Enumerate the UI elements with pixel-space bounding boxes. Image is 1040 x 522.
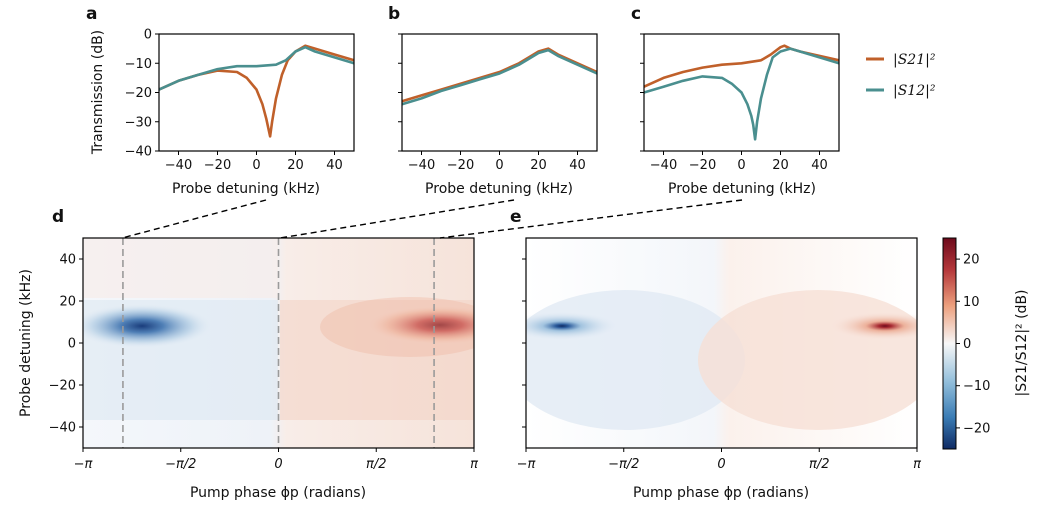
x-tick-label: −π (74, 457, 93, 472)
y-tick-label: −40 (125, 145, 152, 160)
x-tick-label: −π (517, 457, 536, 472)
panel-label-a: a (86, 4, 97, 24)
y-tick-label: 0 (68, 337, 76, 352)
x-tick-label: −40 (650, 158, 677, 173)
top-ylabel: Transmission (dB) (90, 30, 106, 155)
series-s21-line-a (158, 44, 355, 138)
xlabel-d: Pump phase ϕp (radians) (190, 485, 366, 501)
series-s12-line-c (643, 47, 840, 141)
x-tick-label: π (470, 457, 478, 472)
y-tick-label: −20 (125, 86, 152, 101)
x-tick-label: π/2 (366, 457, 386, 472)
x-tick-label: π (913, 457, 921, 472)
line-chart-b: −40 −20 0 20 40 (398, 33, 598, 173)
x-tick-label: −40 (165, 158, 192, 173)
colorbar-tick-label: −10 (963, 379, 990, 394)
series-s12-line-a (158, 45, 355, 91)
x-tick-label: −20 (204, 158, 231, 173)
connector-b (279, 199, 515, 239)
y-tick-label: 0 (144, 28, 152, 43)
xlabel-a: Probe detuning (kHz) (172, 181, 320, 197)
colorbar-tick-label: 10 (963, 295, 980, 310)
x-tick-label: 0 (495, 158, 503, 173)
panel-label-b: b (388, 4, 400, 24)
colorbar-tick-label: 0 (963, 337, 971, 352)
legend-label-s12: |S12|² (893, 83, 936, 99)
heatmap-e-image (526, 238, 917, 448)
panel-label-d: d (52, 207, 64, 227)
x-tick-label: 0 (252, 158, 260, 173)
line-chart-a: −40 −20 0 20 40 0 −10 −20 −30 −40 (125, 28, 355, 173)
xlabel-e: Pump phase ϕp (radians) (633, 485, 809, 501)
y-tick-label: 40 (59, 253, 76, 268)
x-tick-label: 0 (717, 457, 725, 472)
panel-label-c: c (631, 4, 641, 24)
x-tick-label: −40 (408, 158, 435, 173)
zoom-connectors (121, 199, 743, 239)
y-tick-label: 20 (59, 295, 76, 310)
x-tick-label: 40 (811, 158, 828, 173)
x-tick-label: π/2 (809, 457, 829, 472)
y-tick-label: −30 (125, 115, 152, 130)
bottom-ylabel: Probe detuning (kHz) (18, 269, 34, 417)
legend: |S21|² |S12|² (866, 52, 936, 99)
colorbar-tick-label: −20 (963, 421, 990, 436)
xlabel-c: Probe detuning (kHz) (668, 181, 816, 197)
colorbar-tick-label: 20 (963, 253, 980, 268)
colorbar (942, 237, 957, 450)
connector-a (121, 199, 267, 239)
connector-c (439, 199, 743, 239)
x-tick-label: 20 (772, 158, 789, 173)
xlabel-b: Probe detuning (kHz) (425, 181, 573, 197)
x-tick-label: 20 (530, 158, 547, 173)
y-tick-label: −10 (125, 57, 152, 72)
x-tick-label: 0 (737, 158, 745, 173)
x-tick-label: 40 (326, 158, 343, 173)
x-tick-label: 40 (569, 158, 586, 173)
x-tick-label: −π/2 (608, 457, 639, 472)
x-tick-label: 0 (274, 457, 282, 472)
heatmap-e: −π −π/2 0 π/2 π 20 10 0 −10 −20 (517, 237, 990, 472)
x-tick-label: −20 (447, 158, 474, 173)
x-tick-label: 20 (287, 158, 304, 173)
legend-label-s21: |S21|² (893, 52, 936, 68)
heatmap-d-image (83, 238, 474, 448)
y-tick-label: −40 (49, 421, 76, 436)
line-chart-c: −40 −20 0 20 40 (640, 33, 840, 173)
series-s12-line-b (401, 48, 598, 106)
heatmap-d: −π −π/2 0 π/2 π 40 20 0 −20 −40 (49, 237, 478, 472)
x-tick-label: −π/2 (165, 457, 196, 472)
series-s21-line-c (643, 44, 840, 88)
x-tick-label: −20 (689, 158, 716, 173)
y-tick-label: −20 (49, 379, 76, 394)
colorbar-label: |S21/S12|² (dB) (1014, 289, 1030, 396)
panel-label-e: e (510, 207, 522, 227)
